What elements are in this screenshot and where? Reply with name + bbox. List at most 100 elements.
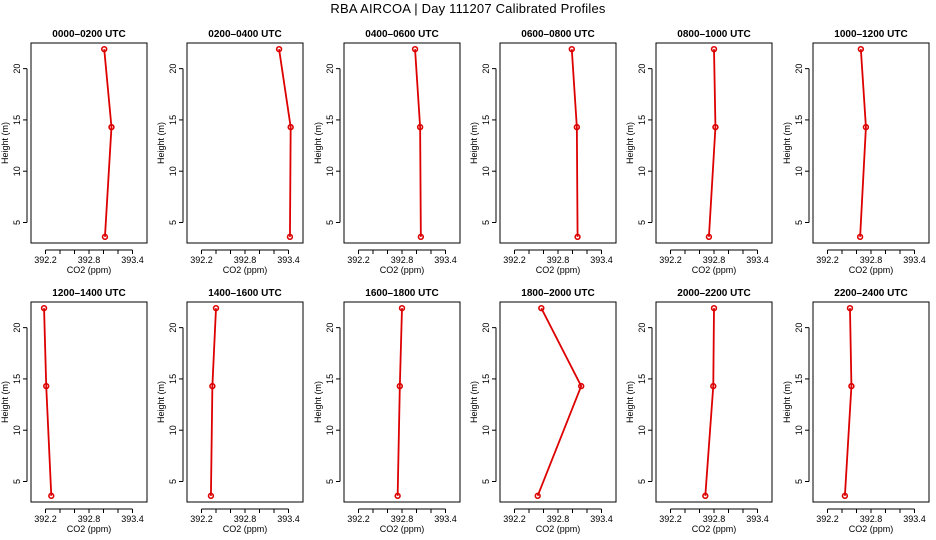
y-tick-label: 10 bbox=[481, 166, 491, 176]
profile-point bbox=[710, 382, 717, 390]
profile-point bbox=[710, 304, 718, 312]
y-tick-label: 5 bbox=[12, 220, 22, 225]
x-tick-label: 392.8 bbox=[547, 514, 570, 524]
y-tick-label: 15 bbox=[794, 115, 804, 125]
profile-line bbox=[103, 49, 113, 237]
plot-frame bbox=[186, 301, 304, 503]
y-tick-label: 20 bbox=[168, 323, 178, 333]
profile-point bbox=[108, 123, 115, 131]
y-axis-label: Height (m) bbox=[782, 381, 792, 423]
x-tick-label: 392.2 bbox=[503, 514, 526, 524]
x-tick-label: 393.4 bbox=[590, 255, 613, 265]
y-tick-label: 20 bbox=[168, 64, 178, 74]
profile-point bbox=[101, 45, 108, 53]
y-tick-label: 20 bbox=[637, 323, 647, 333]
profile-point bbox=[702, 492, 709, 500]
profile-point bbox=[411, 45, 419, 53]
y-tick-label: 20 bbox=[325, 323, 335, 333]
x-tick-label: 393.4 bbox=[277, 255, 300, 265]
profile-panel: 1000–1200 UTC 392.2 392.8 393.4 CO2 (ppm) 5 10… bbox=[782, 29, 930, 275]
plot-frame bbox=[30, 301, 148, 503]
profile-line bbox=[414, 49, 422, 237]
x-axis-label: CO2 (ppm) bbox=[223, 265, 268, 275]
profile-panel: 2000–2200 UTC 392.2 392.8 393.4 CO2 (ppm) 5 10… bbox=[625, 288, 773, 534]
x-tick-label: 393.4 bbox=[746, 514, 769, 524]
x-axis-label: CO2 (ppm) bbox=[67, 524, 112, 534]
y-tick-label: 20 bbox=[481, 64, 491, 74]
x-axis-label: CO2 (ppm) bbox=[849, 265, 894, 275]
plot-frame bbox=[655, 42, 773, 244]
x-axis-label: CO2 (ppm) bbox=[67, 265, 112, 275]
y-tick-label: 20 bbox=[794, 323, 804, 333]
y-tick-label: 10 bbox=[794, 166, 804, 176]
y-tick-label: 5 bbox=[325, 220, 335, 225]
y-tick-label: 10 bbox=[12, 425, 22, 435]
y-tick-label: 10 bbox=[637, 425, 647, 435]
x-tick-label: 392.8 bbox=[703, 514, 726, 524]
profile-point bbox=[857, 45, 865, 53]
x-tick-label: 392.2 bbox=[347, 255, 370, 265]
panel-title: 0200–0400 UTC bbox=[208, 29, 281, 40]
profile-panel: 0200–0400 UTC 392.2 392.8 393.4 CO2 (ppm) 5 10… bbox=[156, 29, 304, 275]
y-tick-label: 10 bbox=[481, 425, 491, 435]
profile-point bbox=[841, 492, 849, 500]
profile-line bbox=[859, 49, 867, 237]
profile-panel: 0800–1000 UTC 392.2 392.8 393.4 CO2 (ppm) 5 10… bbox=[625, 29, 773, 275]
profile-panel: 1600–1800 UTC 392.2 392.8 393.4 CO2 (ppm) 5 10… bbox=[313, 288, 461, 534]
x-tick-label: 392.2 bbox=[816, 514, 839, 524]
x-tick-label: 392.2 bbox=[347, 514, 370, 524]
panel-title: 2200–2400 UTC bbox=[834, 288, 907, 299]
plot-frame bbox=[343, 301, 461, 503]
plot-frame bbox=[186, 42, 304, 244]
y-tick-label: 10 bbox=[325, 166, 335, 176]
x-tick-label: 393.4 bbox=[277, 514, 300, 524]
y-axis-label: Height (m) bbox=[469, 381, 479, 423]
panel-title: 0600–0800 UTC bbox=[521, 29, 594, 40]
profile-point bbox=[574, 233, 581, 241]
x-tick-label: 393.4 bbox=[121, 514, 144, 524]
profile-panel: 1800–2000 UTC 392.2 392.8 393.4 CO2 (ppm) 5 10… bbox=[469, 288, 617, 534]
x-axis-label: CO2 (ppm) bbox=[536, 265, 581, 275]
y-tick-label: 10 bbox=[637, 166, 647, 176]
profile-point bbox=[705, 233, 713, 241]
profile-panel: 1400–1600 UTC 392.2 392.8 393.4 CO2 (ppm) 5 10… bbox=[156, 288, 304, 534]
profile-point bbox=[416, 123, 424, 131]
y-tick-label: 20 bbox=[794, 64, 804, 74]
x-tick-label: 392.2 bbox=[34, 255, 57, 265]
x-axis-label: CO2 (ppm) bbox=[849, 524, 894, 534]
x-tick-label: 393.4 bbox=[903, 514, 926, 524]
profile-panel: 0600–0800 UTC 392.2 392.8 393.4 CO2 (ppm) 5 10… bbox=[469, 29, 617, 275]
y-tick-label: 10 bbox=[12, 166, 22, 176]
profile-point bbox=[101, 233, 109, 241]
profile-point bbox=[712, 123, 719, 131]
profile-point bbox=[538, 304, 545, 312]
y-tick-label: 5 bbox=[168, 479, 178, 484]
x-tick-label: 392.8 bbox=[78, 255, 101, 265]
x-tick-label: 392.8 bbox=[234, 514, 257, 524]
profile-panel: 2200–2400 UTC 392.2 392.8 393.4 CO2 (ppm) 5 10… bbox=[782, 288, 930, 534]
x-tick-label: 392.2 bbox=[190, 514, 213, 524]
y-axis-label: Height (m) bbox=[469, 122, 479, 164]
y-axis-label: Height (m) bbox=[625, 381, 635, 423]
x-tick-label: 392.2 bbox=[34, 514, 57, 524]
profile-point bbox=[275, 45, 283, 53]
profile-line bbox=[844, 308, 853, 496]
x-tick-label: 392.2 bbox=[190, 255, 213, 265]
y-tick-label: 15 bbox=[481, 374, 491, 384]
profile-panel: 0000–0200 UTC 392.2 392.8 393.4 CO2 (ppm) 5 10… bbox=[0, 29, 148, 275]
y-tick-label: 15 bbox=[794, 374, 804, 384]
plot-frame bbox=[812, 301, 930, 503]
y-tick-label: 20 bbox=[481, 323, 491, 333]
profile-point bbox=[568, 45, 575, 53]
x-tick-label: 392.8 bbox=[391, 514, 414, 524]
y-tick-label: 15 bbox=[325, 374, 335, 384]
x-tick-label: 392.8 bbox=[391, 255, 414, 265]
x-tick-label: 392.8 bbox=[78, 514, 101, 524]
profile-line bbox=[43, 308, 53, 496]
profile-line bbox=[704, 308, 715, 496]
panel-title: 1400–1600 UTC bbox=[208, 288, 281, 299]
x-axis-label: CO2 (ppm) bbox=[380, 265, 425, 275]
profile-point bbox=[40, 304, 48, 312]
y-tick-label: 5 bbox=[168, 220, 178, 225]
y-tick-label: 20 bbox=[325, 64, 335, 74]
